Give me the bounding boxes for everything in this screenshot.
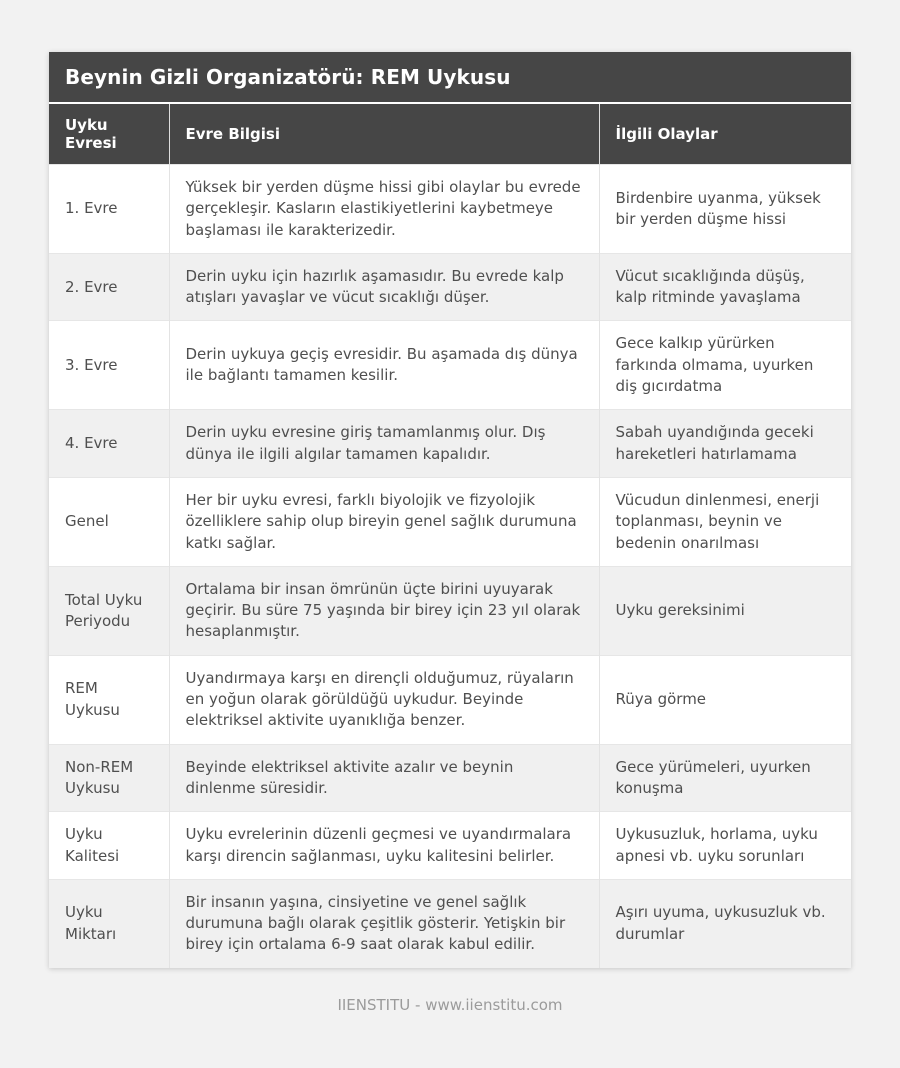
cell-events: Sabah uyandığında geceki hareketleri hat…: [598, 409, 851, 478]
cell-info: Ortalama bir insan ömrünün üçte birini u…: [168, 565, 599, 656]
cell-events: Uyku gereksinimi: [598, 565, 851, 656]
cell-info: Derin uyku evresine giriş tamamlanmış ol…: [168, 409, 599, 478]
cell-stage: 4. Evre: [49, 409, 169, 478]
cell-events: Rüya görme: [598, 654, 851, 745]
info-table-card: Beynin Gizli Organizatörü: REM Uykusu Uy…: [49, 52, 851, 968]
table-row: Genel Her bir uyku evresi, farklı biyoloj…: [49, 476, 851, 567]
cell-info: Derin uyku için hazırlık aşamasıdır. Bu …: [168, 252, 599, 321]
cell-events: Gece yürümeleri, uyurken konuşma: [598, 743, 851, 812]
sleep-stages-table: Uyku Evresi Evre Bilgisi İlgili Olaylar …: [49, 104, 851, 968]
cell-info: Beyinde elektriksel aktivite azalır ve b…: [168, 743, 599, 812]
table-row: Uyku Miktarı Bir insanın yaşına, cinsiyet…: [49, 878, 851, 968]
table-row: Uyku Kalitesi Uyku evrelerinin düzenli ge…: [49, 811, 851, 880]
cell-stage: Total Uyku Periyodu: [49, 565, 169, 656]
cell-stage: 1. Evre: [49, 164, 169, 254]
table-header-row: Uyku Evresi Evre Bilgisi İlgili Olaylar: [49, 104, 851, 165]
cell-stage: 3. Evre: [49, 320, 169, 410]
table-row: Non-REM Uykusu Beyinde elektriksel aktivi…: [49, 743, 851, 812]
cell-events: Gece kalkıp yürürken farkında olmama, uy…: [598, 320, 851, 410]
table-row: REM Uykusu Uyandırmaya karşı en dirençli …: [49, 654, 851, 745]
cell-info: Uyku evrelerinin düzenli geçmesi ve uyan…: [168, 811, 599, 880]
table-row: 2. Evre Derin uyku için hazırlık aşamasıd…: [49, 252, 851, 321]
table-row: 1. Evre Yüksek bir yerden düşme hissi gib…: [49, 164, 851, 254]
table-row: Total Uyku Periyodu Ortalama bir insan öm…: [49, 565, 851, 656]
cell-stage: 2. Evre: [49, 252, 169, 321]
column-header-stage: Uyku Evresi: [49, 104, 169, 165]
column-header-events: İlgili Olaylar: [598, 104, 851, 165]
cell-events: Aşırı uyuma, uykusuzluk vb. durumlar: [598, 878, 851, 968]
cell-stage: REM Uykusu: [49, 654, 169, 745]
cell-stage: Genel: [49, 476, 169, 567]
column-header-info: Evre Bilgisi: [168, 104, 599, 165]
table-body: 1. Evre Yüksek bir yerden düşme hissi gib…: [49, 164, 851, 968]
cell-stage: Uyku Miktarı: [49, 878, 169, 968]
cell-info: Uyandırmaya karşı en dirençli olduğumuz,…: [168, 654, 599, 745]
cell-stage: Uyku Kalitesi: [49, 811, 169, 880]
cell-events: Vücut sıcaklığında düşüş, kalp ritminde …: [598, 252, 851, 321]
cell-stage: Non-REM Uykusu: [49, 743, 169, 812]
table-row: 3. Evre Derin uykuya geçiş evresidir. Bu …: [49, 320, 851, 410]
table-row: 4. Evre Derin uyku evresine giriş tamamla…: [49, 409, 851, 478]
footer-credit: IIENSTITU - www.iienstitu.com: [337, 995, 563, 1014]
page-title: Beynin Gizli Organizatörü: REM Uykusu: [49, 52, 851, 104]
cell-events: Uykusuzluk, horlama, uyku apnesi vb. uyk…: [598, 811, 851, 880]
cell-info: Yüksek bir yerden düşme hissi gibi olayl…: [168, 164, 599, 254]
cell-events: Birdenbire uyanma, yüksek bir yerden düş…: [598, 164, 851, 254]
cell-info: Derin uykuya geçiş evresidir. Bu aşamada…: [168, 320, 599, 410]
cell-info: Her bir uyku evresi, farklı biyolojik ve…: [168, 476, 599, 567]
cell-events: Vücudun dinlenmesi, enerji toplanması, b…: [598, 476, 851, 567]
cell-info: Bir insanın yaşına, cinsiyetine ve genel…: [168, 878, 599, 968]
